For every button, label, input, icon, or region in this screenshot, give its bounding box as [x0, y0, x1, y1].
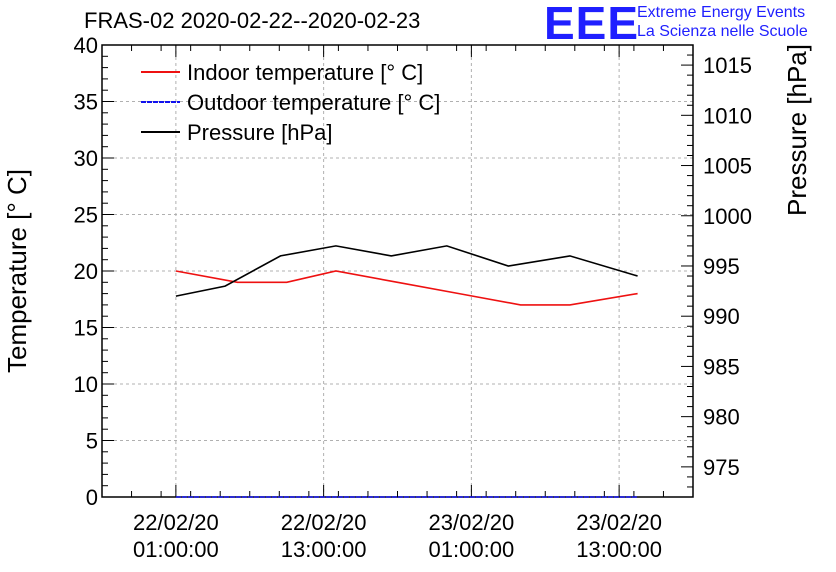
- x-tick-time-label: 13:00:00: [576, 537, 662, 562]
- y2-axis-title: Pressure [hPa]: [782, 44, 812, 216]
- chart-title: FRAS-02 2020-02-22--2020-02-23: [84, 8, 421, 33]
- y2-tick-label: 1015: [703, 53, 752, 78]
- y2-tick-label: 990: [703, 304, 740, 329]
- y-tick-label: 30: [74, 146, 98, 171]
- y2-tick-label: 1010: [703, 103, 752, 128]
- series-line-1: [175, 270, 638, 306]
- x-tick-date-label: 23/02/20: [576, 510, 662, 535]
- y-tick-label: 35: [74, 90, 98, 115]
- y-tick-label: 40: [74, 33, 98, 58]
- y-tick-label: 10: [74, 372, 98, 397]
- logo-text-line2: La Scienza nelle Scuole: [637, 23, 808, 40]
- x-tick-date-label: 22/02/20: [281, 510, 367, 535]
- x-tick-time-label: 01:00:00: [429, 537, 515, 562]
- x-tick-time-label: 01:00:00: [133, 537, 219, 562]
- y-tick-label: 5: [86, 429, 98, 454]
- y-tick-label: 15: [74, 316, 98, 341]
- y-tick-label: 25: [74, 203, 98, 228]
- y-axis-title: Temperature [° C]: [2, 169, 32, 373]
- x-tick-date-label: 23/02/20: [429, 510, 515, 535]
- logo-text-line1: Extreme Energy Events: [637, 4, 806, 21]
- x-tick-time-label: 13:00:00: [281, 537, 367, 562]
- y2-tick-label: 995: [703, 254, 740, 279]
- legend-label-1: Indoor temperature [° C]: [187, 60, 423, 85]
- eee-logo-icon: EEE: [544, 0, 640, 49]
- y2-tick-label: 1000: [703, 204, 752, 229]
- series-line-3: [175, 245, 638, 297]
- legend-label-2: Outdoor temperature [° C]: [187, 90, 440, 115]
- y2-tick-label: 980: [703, 405, 740, 430]
- y2-tick-label: 975: [703, 455, 740, 480]
- x-tick-date-label: 22/02/20: [133, 510, 219, 535]
- y-tick-label: 20: [74, 259, 98, 284]
- legend-label-3: Pressure [hPa]: [187, 120, 333, 145]
- y2-tick-label: 985: [703, 354, 740, 379]
- y-tick-label: 0: [86, 485, 98, 510]
- y2-tick-label: 1005: [703, 154, 752, 179]
